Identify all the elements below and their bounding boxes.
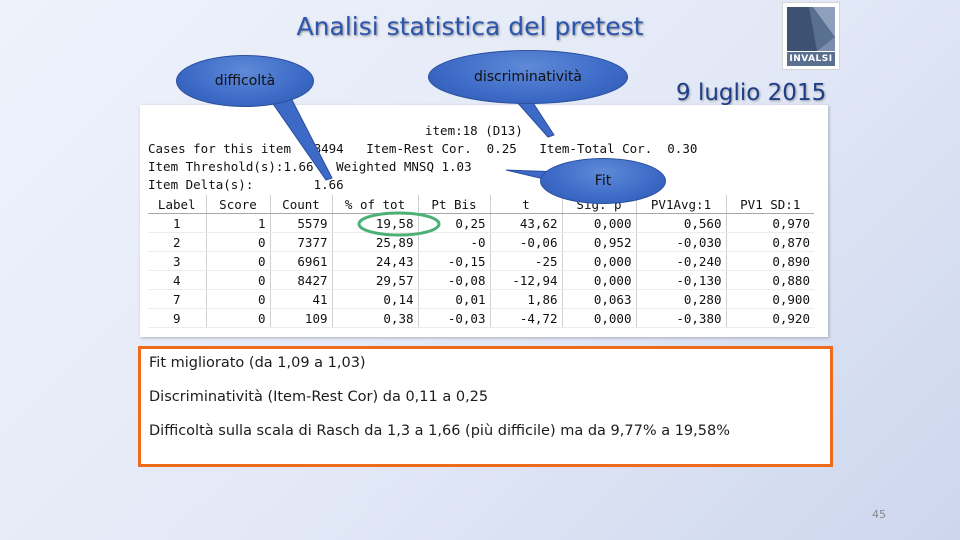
note-discrimination: Discriminatività (Item-Rest Cor) da 0,11… (149, 389, 489, 405)
table-cell: -0,06 (490, 232, 563, 252)
table-cell: 0 (206, 270, 271, 290)
table-cell: -0,15 (418, 251, 491, 271)
table-cell: -0,130 (636, 270, 727, 290)
cases-line: Cases for this item 28494 Item-Rest Cor.… (148, 141, 698, 156)
table-cell: 29,57 (332, 270, 419, 290)
table-row: 9 0 109 0,38 -0,03 -4,72 0,000 -0,380 0,920 (148, 308, 814, 328)
logo-mark-icon (787, 7, 835, 51)
difficulty-callout-label: difficoltà (214, 73, 276, 89)
page-number: 45 (872, 508, 886, 521)
table-cell: 0,952 (562, 232, 637, 252)
table-cell: 3 (148, 251, 207, 271)
table-cell: 0 (206, 289, 271, 309)
column-header: Label (148, 195, 207, 214)
discrimination-callout-label: discriminatività (473, 69, 582, 85)
table-cell: 0 (206, 308, 271, 328)
table-cell: 0,280 (636, 289, 727, 309)
table-cell: 109 (270, 308, 333, 328)
column-header: Score (206, 195, 271, 214)
slide-date: 9 luglio 2015 (676, 80, 827, 106)
column-header: Pt Bis (418, 195, 491, 214)
table-cell: 0,38 (332, 308, 419, 328)
table-cell: 19,58 (332, 213, 419, 233)
table-cell: 0 (206, 251, 271, 271)
table-cell: 0,920 (726, 308, 814, 328)
table-cell: -0,240 (636, 251, 727, 271)
table-cell: 0,900 (726, 289, 814, 309)
table-cell: 5579 (270, 213, 333, 233)
threshold-line: Item Threshold(s):1.66 Weighted MNSQ 1.0… (148, 159, 472, 174)
table-cell: 0,560 (636, 213, 727, 233)
note-difficulty: Difficoltà sulla scala di Rasch da 1,3 a… (149, 423, 730, 439)
table-cell: 1 (206, 213, 271, 233)
table-cell: 0,870 (726, 232, 814, 252)
table-cell: -0,08 (418, 270, 491, 290)
table-row: 4 0 8427 29,57 -0,08 -12,94 0,000 -0,130 0,880 (148, 270, 814, 290)
table-cell: -4,72 (490, 308, 563, 328)
table-cell: 0,000 (562, 270, 637, 290)
table-cell: 0,880 (726, 270, 814, 290)
table-cell: 4 (148, 270, 207, 290)
column-header: % of tot (332, 195, 419, 214)
table-cell: 8427 (270, 270, 333, 290)
column-header: PV1Avg:1 (636, 195, 727, 214)
difficulty-callout: difficoltà (176, 55, 314, 107)
item-statistics-panel: item:18 (D13) Cases for this item 28494 … (140, 105, 828, 337)
table-row: 3 0 6961 24,43 -0,15 -25 0,000 -0,240 0,890 (148, 251, 814, 271)
table-cell: 43,62 (490, 213, 563, 233)
invalsi-logo: INVALSI (782, 2, 840, 70)
slide-title: Analisi statistica del pretest (296, 12, 644, 41)
fit-callout: Fit (540, 158, 666, 204)
table-cell: -12,94 (490, 270, 563, 290)
table-cell: -0 (418, 232, 491, 252)
column-header: t (490, 195, 563, 214)
table-cell: 2 (148, 232, 207, 252)
table-cell: 0,890 (726, 251, 814, 271)
table-cell: 6961 (270, 251, 333, 271)
table-row: 7 0 41 0,14 0,01 1,86 0,063 0,280 0,900 (148, 289, 814, 309)
notes-box: Fit migliorato (da 1,09 a 1,03) Discrimi… (138, 346, 833, 467)
table-cell: 0,01 (418, 289, 491, 309)
column-header: PV1 SD:1 (726, 195, 814, 214)
note-fit: Fit migliorato (da 1,09 a 1,03) (149, 355, 366, 371)
table-cell: 0,063 (562, 289, 637, 309)
table-cell: -0,380 (636, 308, 727, 328)
table-cell: 41 (270, 289, 333, 309)
table-cell: 7377 (270, 232, 333, 252)
column-header: Count (270, 195, 333, 214)
table-row: 2 0 7377 25,89 -0 -0,06 0,952 -0,030 0,870 (148, 232, 814, 252)
table-cell: 7 (148, 289, 207, 309)
table-cell: 1 (148, 213, 207, 233)
table-cell: -0,030 (636, 232, 727, 252)
table-cell: -25 (490, 251, 563, 271)
discrimination-callout: discriminatività (428, 50, 628, 104)
table-header-row: Label Score Count% of tot Pt Bis t Sig. p PV1A… (148, 195, 814, 214)
table-cell: 0,14 (332, 289, 419, 309)
table-cell: 25,89 (332, 232, 419, 252)
item-stats-table: Label Score Count% of tot Pt Bis t Sig. p PV1A… (148, 195, 814, 328)
table-cell: -0,03 (418, 308, 491, 328)
table-cell: 9 (148, 308, 207, 328)
fit-callout-label: Fit (594, 173, 612, 189)
table-cell: 1,86 (490, 289, 563, 309)
delta-line: Item Delta(s): 1.66 (148, 177, 344, 192)
item-title: item:18 (D13) (425, 123, 523, 138)
table-cell: 0 (206, 232, 271, 252)
table-body: Label Score Count% of tot Pt Bis t Sig. p PV1A… (148, 195, 814, 328)
logo-text: INVALSI (787, 52, 835, 66)
table-row: 1 1 5579 19,58 0,25 43,62 0,000 0,560 0,970 (148, 213, 814, 233)
table-cell: 0,000 (562, 213, 637, 233)
table-cell: 0,970 (726, 213, 814, 233)
table-cell: 0,000 (562, 251, 637, 271)
table-cell: 24,43 (332, 251, 419, 271)
table-cell: 0,000 (562, 308, 637, 328)
table-cell: 0,25 (418, 213, 491, 233)
